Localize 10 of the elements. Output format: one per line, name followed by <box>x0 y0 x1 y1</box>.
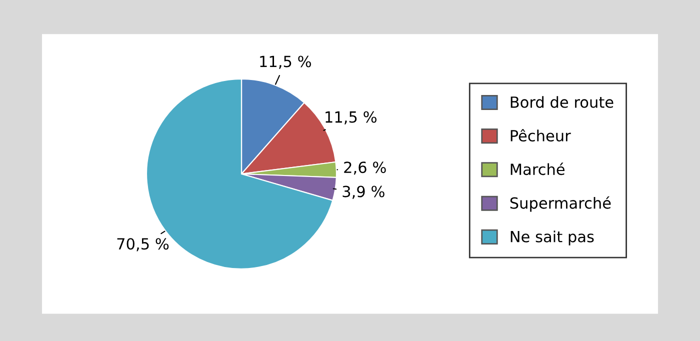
data-label: 11,5 % <box>326 111 376 124</box>
legend-label: Supermarché <box>510 196 611 212</box>
data-label: 70,5 % <box>117 238 169 252</box>
data-label: 2,6 % <box>344 162 386 175</box>
legend-label: Ne sait pas <box>510 230 594 246</box>
data-label: 11,5 % <box>260 56 312 69</box>
legend-label: Marché <box>510 162 565 176</box>
legend-label: Bord de route <box>510 96 614 108</box>
data-label: 3,9 % <box>342 186 384 199</box>
legend-label: Pêcheur <box>510 129 571 142</box>
